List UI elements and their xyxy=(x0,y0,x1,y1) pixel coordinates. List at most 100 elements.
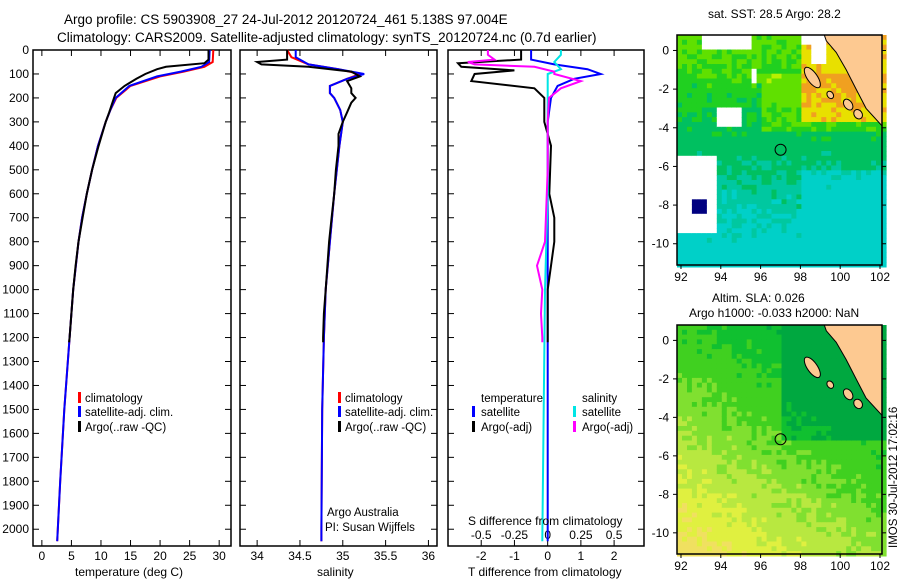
map-cell xyxy=(866,165,872,171)
map-cell xyxy=(881,498,887,504)
map-cell xyxy=(771,64,778,70)
map-cell xyxy=(871,242,877,249)
map-cell xyxy=(866,546,872,552)
map-cell xyxy=(786,218,793,224)
map-cell xyxy=(691,382,698,389)
map-cell xyxy=(821,382,827,389)
map-cell xyxy=(846,228,852,234)
map-cell xyxy=(746,488,753,494)
map-cell xyxy=(781,252,788,258)
map-cell xyxy=(816,49,822,55)
map-cell xyxy=(806,373,812,379)
map-cell xyxy=(781,117,788,123)
map-cell xyxy=(682,493,688,499)
map-cell xyxy=(701,247,708,253)
map-cell xyxy=(726,469,733,475)
map-cell xyxy=(856,117,862,123)
map-cell xyxy=(776,122,783,128)
map-cell xyxy=(741,469,748,475)
map-cell xyxy=(781,228,788,234)
map-cell xyxy=(721,44,728,51)
map-cell xyxy=(851,237,857,244)
map-cell xyxy=(751,184,758,191)
map-cell xyxy=(746,83,753,89)
map-cell xyxy=(876,546,882,552)
map-cell xyxy=(711,107,718,113)
map-cell xyxy=(881,406,887,413)
map-cell xyxy=(687,199,693,205)
map-cell xyxy=(711,503,718,509)
map-cell xyxy=(711,483,718,490)
map-cell xyxy=(721,228,728,234)
map-cell xyxy=(771,339,778,345)
map-cell xyxy=(876,450,882,456)
map-cell xyxy=(731,411,738,417)
map-cell xyxy=(741,445,748,451)
map-cell xyxy=(776,252,783,258)
map-cell xyxy=(696,411,703,417)
map-cell xyxy=(706,416,713,422)
map-cell xyxy=(831,257,837,263)
map-cell xyxy=(726,233,733,239)
map-cell xyxy=(682,122,688,128)
map-cell xyxy=(751,252,758,258)
map-cell xyxy=(716,450,723,456)
map-cell xyxy=(677,517,683,523)
map-cell xyxy=(856,464,862,470)
map-cell xyxy=(746,498,753,504)
map-cell xyxy=(746,49,753,55)
map-cell xyxy=(756,44,763,51)
map-cell xyxy=(856,102,862,108)
map-cell xyxy=(861,194,867,200)
map-cell xyxy=(821,329,827,336)
map-cell xyxy=(691,175,698,181)
map-cell xyxy=(746,478,753,485)
map-cell xyxy=(776,88,783,94)
map-cell xyxy=(881,445,887,451)
map-cell xyxy=(776,117,783,123)
map-cell xyxy=(731,151,738,157)
map-cell xyxy=(756,83,763,89)
map-cell xyxy=(756,112,763,118)
map-cell xyxy=(677,194,683,200)
map-cell xyxy=(746,483,753,490)
x-tick-label: 2 xyxy=(611,549,618,563)
map-cell xyxy=(691,411,698,417)
map-cell xyxy=(726,184,733,191)
map-cell xyxy=(876,464,882,470)
map-cell xyxy=(796,411,802,417)
map-cell xyxy=(781,406,788,413)
map-cell xyxy=(801,54,807,60)
map-cell xyxy=(687,527,693,533)
map-cell xyxy=(826,339,832,345)
map-cell xyxy=(791,252,797,258)
map-cell xyxy=(701,102,708,108)
map-cell xyxy=(801,454,807,461)
map-cell xyxy=(796,421,802,427)
map-cell xyxy=(741,329,748,336)
map-cell xyxy=(876,474,882,480)
map-cell xyxy=(876,126,882,133)
map-cell xyxy=(831,112,837,118)
map-cell xyxy=(781,329,788,336)
map-cell xyxy=(682,411,688,417)
map-cell xyxy=(821,522,827,528)
map-cell xyxy=(881,59,887,65)
map-cell xyxy=(696,536,703,543)
map-cell xyxy=(761,483,768,490)
map-cell xyxy=(691,126,698,133)
map-cell xyxy=(861,218,867,224)
map-cell xyxy=(766,459,773,466)
map-cell xyxy=(677,469,683,475)
map-cell xyxy=(756,483,763,490)
map-cell xyxy=(851,170,857,176)
map-cell xyxy=(846,122,852,128)
map-cell xyxy=(687,102,693,108)
map-cell xyxy=(856,536,862,543)
map-cell xyxy=(696,363,703,369)
map-cell xyxy=(821,377,827,384)
map-cell xyxy=(826,252,832,258)
map-cell xyxy=(716,107,723,113)
map-cell xyxy=(876,522,882,528)
map-cell xyxy=(711,184,718,191)
